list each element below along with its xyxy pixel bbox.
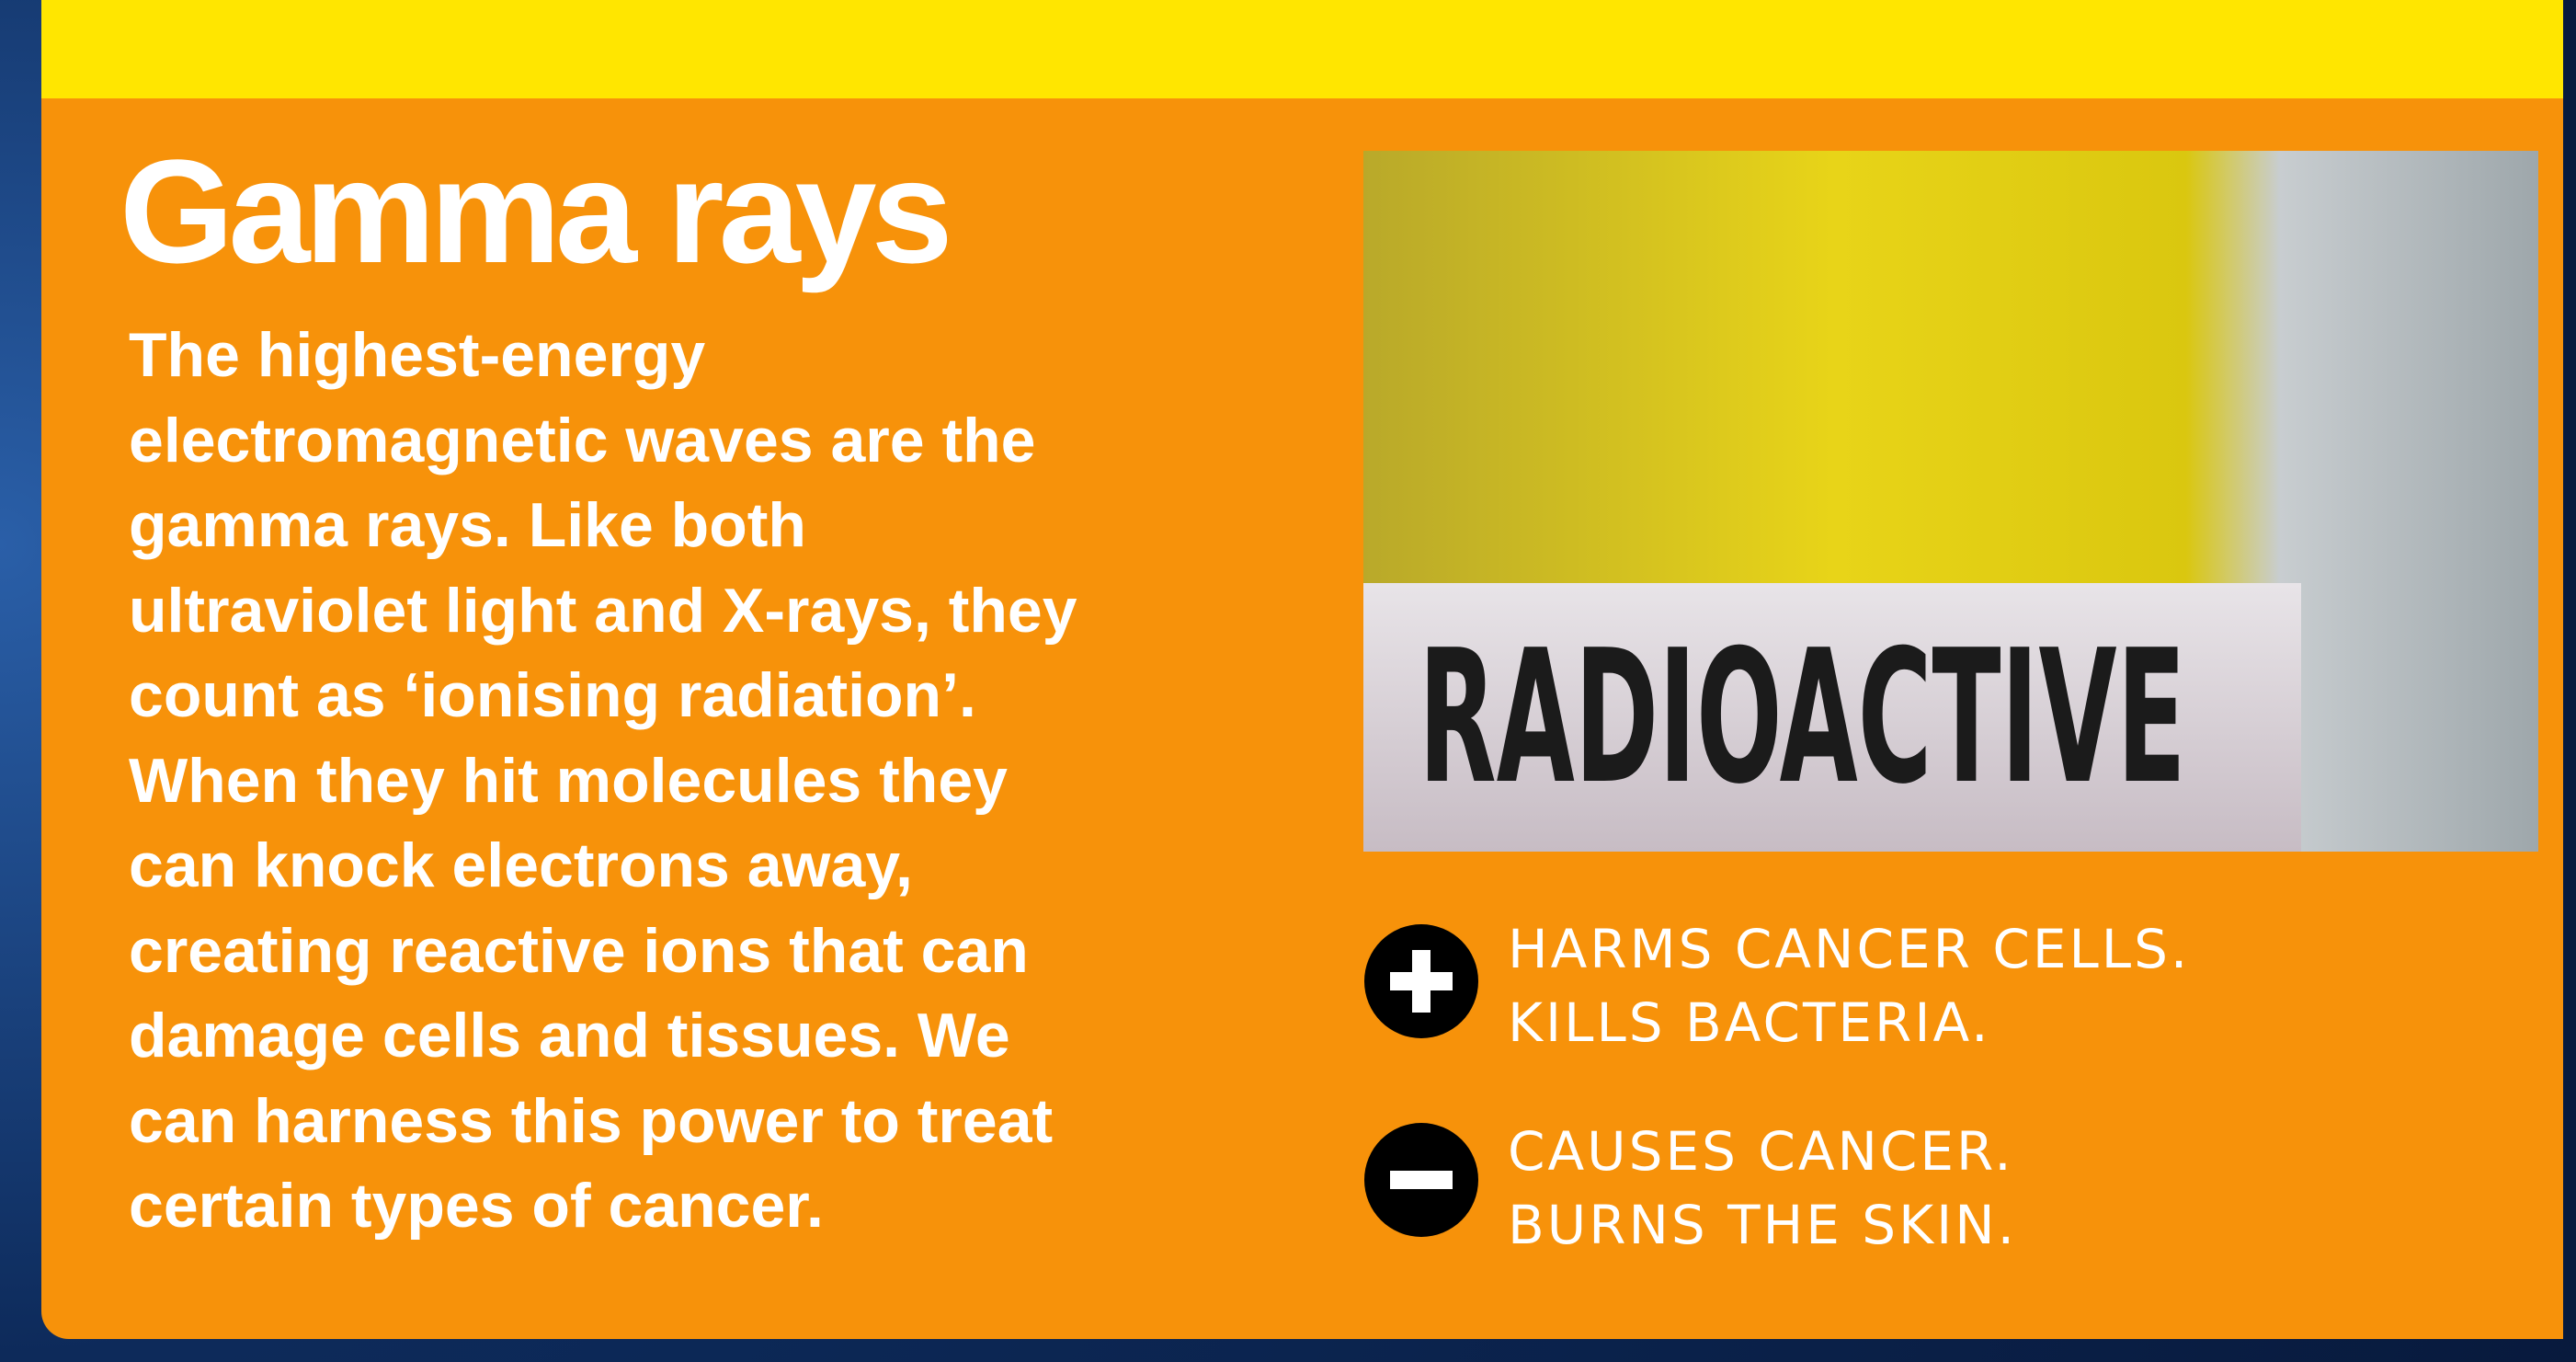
title: Gamma rays — [120, 129, 953, 293]
body-line: electromagnetic waves are the — [129, 405, 1036, 475]
cons-list: CAUSES CANCER. BURNS THE SKIN. — [1508, 1115, 2017, 1262]
body-line: can knock electrons away, — [129, 830, 913, 900]
label-band — [1363, 583, 2301, 852]
body-line: gamma rays. Like both — [129, 490, 806, 560]
plus-icon — [1364, 924, 1478, 1038]
body-line: damage cells and tissues. We — [129, 1001, 1010, 1070]
photo-label: RADIOACTIVE — [1419, 611, 2186, 825]
body-line: count as ‘ionising radiation’. — [129, 660, 976, 730]
photo: RADIOACTIVE — [1363, 151, 2538, 852]
pros-list: HARMS CANCER CELLS. KILLS BACTERIA. — [1508, 912, 2190, 1059]
body-line: can harness this power to treat — [129, 1085, 1054, 1156]
body-line: creating reactive ions that can — [129, 915, 1029, 986]
pro-item: KILLS BACTERIA. — [1508, 991, 1991, 1054]
top-bar — [41, 0, 2563, 101]
body-line: certain types of cancer. — [129, 1171, 824, 1241]
con-item: BURNS THE SKIN. — [1508, 1194, 2018, 1256]
pro-item: HARMS CANCER CELLS. — [1508, 918, 2191, 980]
body-line: When they hit molecules they — [129, 745, 1008, 816]
body-line: The highest-energy — [129, 320, 706, 390]
con-item: CAUSES CANCER. — [1508, 1120, 2014, 1183]
body-text: The highest-energy electromagnetic waves … — [129, 313, 1077, 1249]
minus-icon — [1364, 1123, 1478, 1237]
body-line: ultraviolet light and X-rays, they — [129, 575, 1077, 646]
